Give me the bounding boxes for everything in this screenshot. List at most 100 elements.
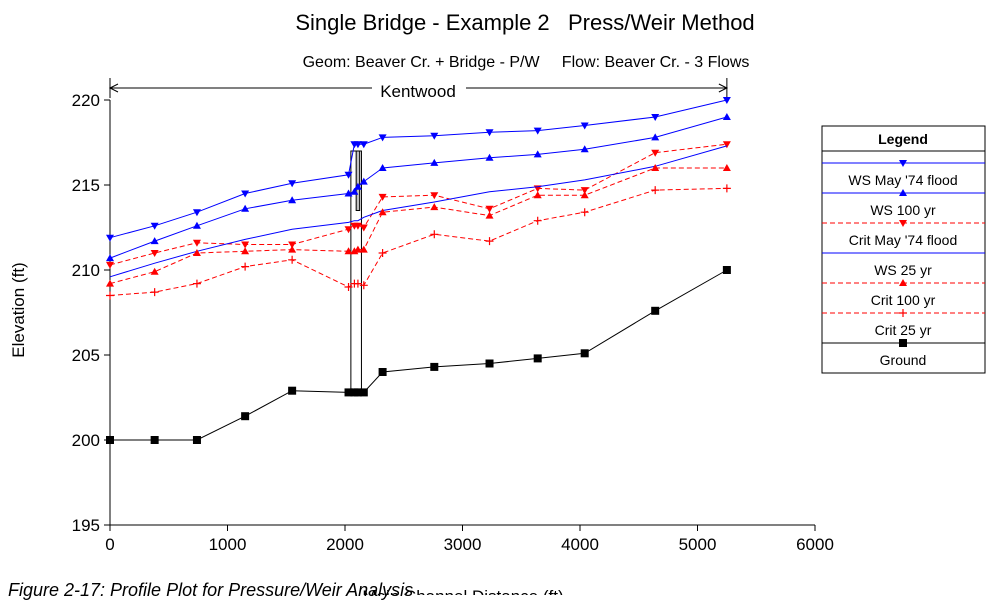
data-point — [580, 145, 589, 153]
chart-subtitle: Geom: Beaver Cr. + Bridge - P/W Flow: Be… — [303, 54, 750, 71]
data-point — [359, 245, 368, 253]
series-crit-25-yr — [106, 184, 731, 300]
data-point — [580, 187, 589, 195]
data-point — [353, 141, 362, 149]
bridge-deck — [355, 150, 361, 211]
y-axis-label: Elevation (ft) — [9, 262, 28, 357]
data-point — [430, 230, 439, 239]
profile-plot: Single Bridge - Example 2 Press/Weir Met… — [9, 10, 986, 595]
legend-swatch-marker — [899, 279, 907, 286]
data-point — [241, 262, 250, 271]
series-layer — [106, 97, 731, 444]
figure-caption: Figure 2-17: Profile Plot for Pressure/W… — [8, 580, 414, 600]
y-tick-label: 220 — [72, 91, 100, 110]
data-point — [359, 141, 368, 149]
data-point — [430, 203, 439, 211]
x-axis-label: Main Channel Distance (ft) — [362, 587, 563, 595]
data-point — [485, 211, 494, 219]
data-point — [722, 97, 731, 104]
data-point — [378, 208, 387, 216]
x-tick-label: 5000 — [679, 535, 717, 554]
data-point — [651, 114, 660, 121]
data-point — [533, 191, 542, 199]
series-line — [109, 187, 727, 296]
data-point — [353, 245, 362, 253]
data-point — [106, 279, 114, 287]
data-point — [533, 354, 542, 363]
data-point — [651, 133, 660, 141]
data-point — [533, 127, 542, 135]
y-tick-label: 210 — [72, 261, 100, 280]
x-tick-label: 6000 — [796, 535, 834, 554]
data-point — [378, 249, 387, 257]
data-point — [353, 388, 362, 397]
data-point — [533, 150, 542, 158]
data-point — [344, 247, 353, 255]
y-tick-label: 215 — [72, 176, 100, 195]
y-tick-label: 205 — [72, 346, 100, 365]
legend: Legend WS May '74 flood WS 100 yr Crit May… — [821, 125, 986, 374]
data-point — [533, 216, 542, 225]
data-point — [430, 362, 439, 371]
chart-title: Single Bridge - Example 2 Press/Weir Met… — [295, 10, 754, 35]
legend-box — [821, 125, 986, 374]
data-point — [344, 283, 353, 291]
data-point — [288, 196, 297, 204]
reach-annotation: Kentwood — [108, 78, 728, 101]
data-point — [192, 279, 201, 288]
data-point — [288, 386, 297, 395]
series-ws-25-yr — [109, 145, 728, 278]
data-point — [241, 190, 250, 198]
series-crit-100-yr — [106, 164, 731, 287]
series-line — [109, 145, 728, 278]
series-ground — [106, 266, 731, 444]
data-point — [350, 187, 359, 195]
data-point — [485, 153, 494, 161]
data-point — [344, 226, 353, 234]
data-point — [150, 267, 159, 275]
data-point — [288, 241, 297, 249]
reach-label: Kentwood — [380, 82, 456, 101]
x-tick-label: 3000 — [444, 535, 482, 554]
data-point — [241, 412, 250, 421]
data-point — [580, 349, 589, 358]
data-point — [353, 182, 362, 190]
data-point — [722, 113, 731, 120]
data-point — [722, 184, 731, 193]
data-point — [359, 281, 368, 290]
legend-entry-label: Crit 25 yr — [875, 322, 932, 338]
series-ws-100-yr — [106, 113, 731, 262]
legend-entry-label: WS May '74 flood — [848, 172, 957, 188]
legend-entry-label: WS 25 yr — [874, 262, 932, 278]
data-point — [192, 436, 201, 444]
data-point — [288, 255, 297, 264]
data-point — [344, 171, 353, 179]
x-tick-label: 2000 — [326, 535, 364, 554]
data-point — [580, 122, 589, 130]
data-point — [359, 224, 368, 232]
series-line — [109, 143, 727, 266]
data-point — [192, 209, 201, 217]
data-point — [241, 204, 250, 212]
legend-swatch-marker — [899, 189, 907, 196]
data-point — [192, 249, 201, 256]
data-point — [378, 368, 387, 376]
legend-title: Legend — [878, 131, 928, 147]
data-point — [241, 241, 250, 249]
data-point — [378, 134, 387, 142]
data-point — [288, 245, 297, 253]
y-tick-label: 200 — [72, 431, 100, 450]
series-line — [110, 269, 728, 441]
data-point — [241, 247, 250, 255]
data-point — [106, 254, 114, 262]
data-point — [485, 237, 494, 246]
data-point — [651, 149, 660, 157]
x-tick-label: 4000 — [561, 535, 599, 554]
data-point — [485, 129, 494, 137]
legend-swatch-marker — [899, 339, 907, 347]
data-point — [192, 221, 201, 229]
legend-swatch-marker — [899, 220, 907, 227]
reach-arrow-right — [718, 83, 728, 93]
data-point — [430, 158, 439, 166]
legend-entry-label: Ground — [880, 352, 927, 368]
